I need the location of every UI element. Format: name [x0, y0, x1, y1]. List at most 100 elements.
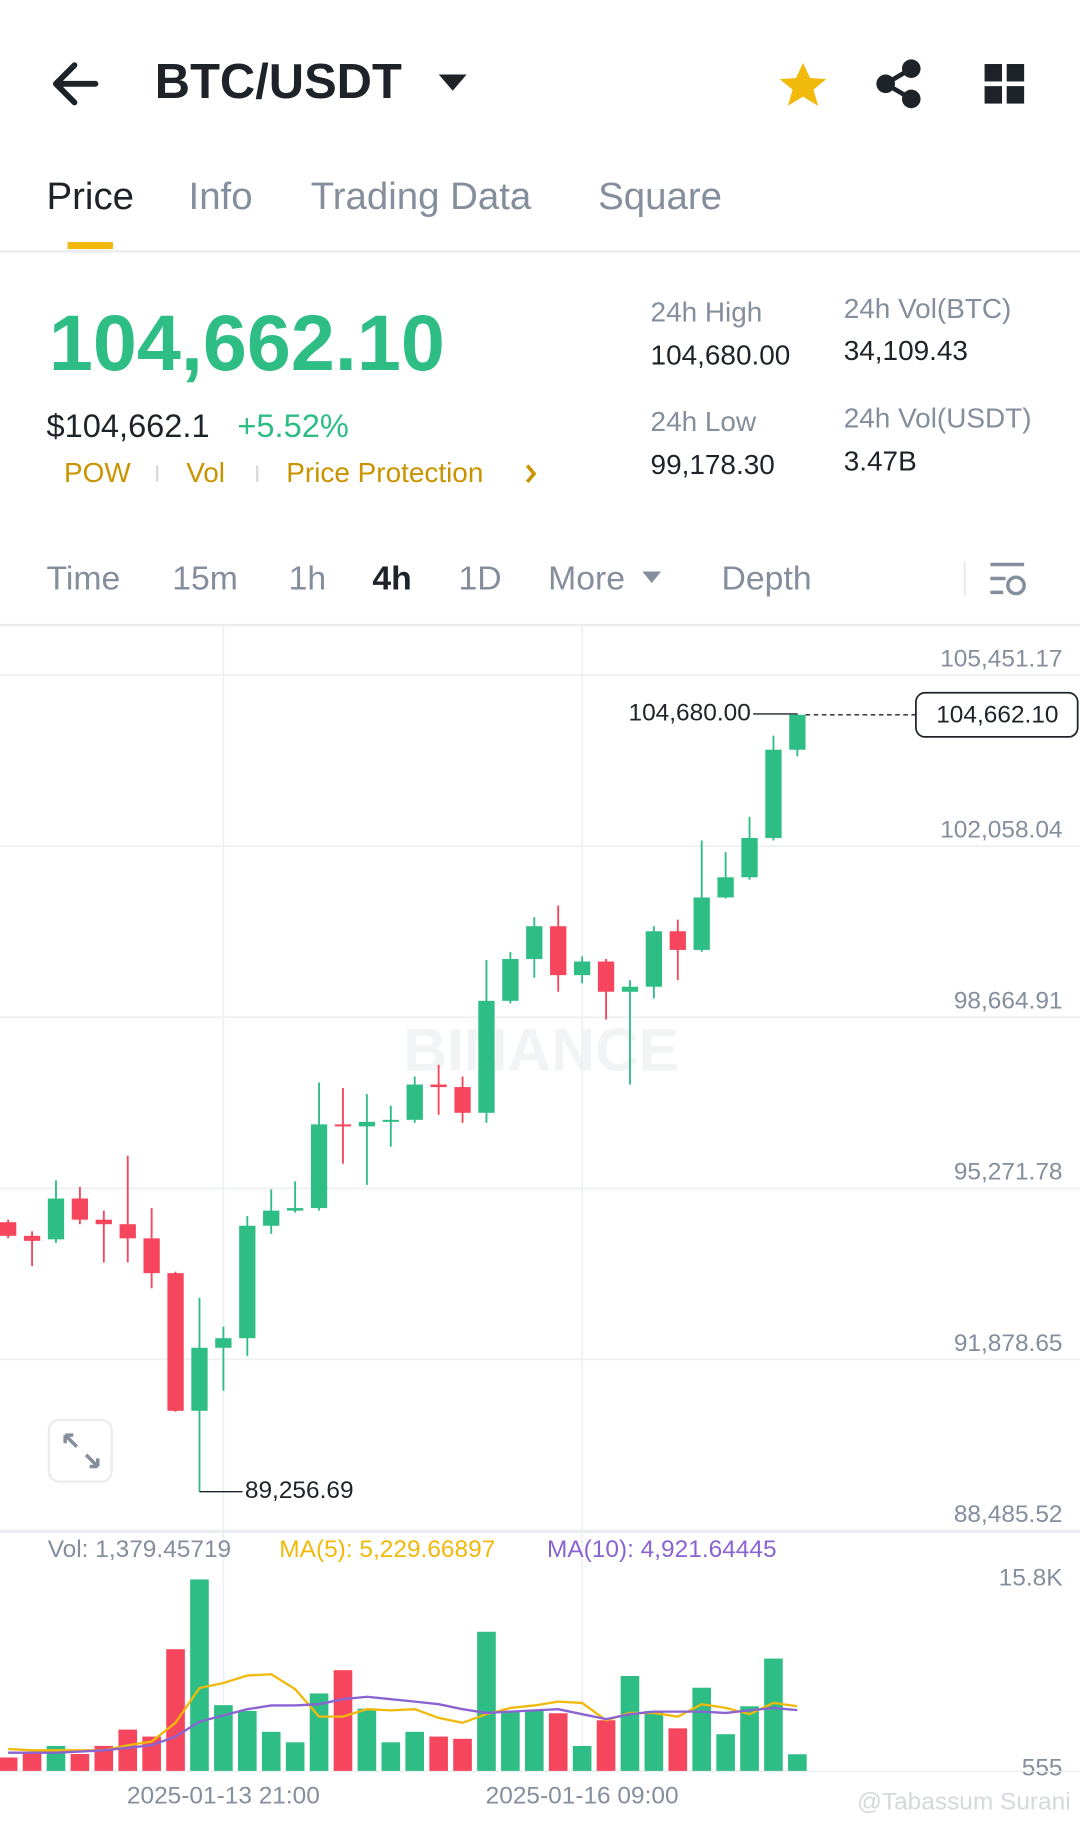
- candle-body: [239, 1225, 256, 1339]
- volume-bar: [261, 1731, 281, 1772]
- volume-bar: [190, 1579, 209, 1772]
- stat-label: 24h Vol(USDT): [844, 403, 1032, 434]
- volume-bar: [381, 1742, 401, 1772]
- settings-gear: [1006, 575, 1026, 596]
- volume-bar: [668, 1728, 688, 1772]
- volume-bar: [70, 1754, 90, 1772]
- candle-body: [71, 1198, 89, 1220]
- grid-square: [1006, 64, 1025, 82]
- interval[interactable]: 1D: [459, 560, 502, 598]
- expand-button[interactable]: [47, 1418, 113, 1483]
- ma-line: [8, 1673, 798, 1752]
- stat-value: 99,178.30: [651, 449, 775, 480]
- tab[interactable]: Trading Data: [311, 175, 532, 218]
- interval[interactable]: 1h: [289, 560, 327, 598]
- candle-body: [23, 1235, 41, 1241]
- volume-bar: [357, 1708, 377, 1772]
- volume-bar: [453, 1738, 472, 1772]
- volume-bar: [692, 1687, 712, 1772]
- y-tick-label: 102,058.04: [940, 816, 1062, 843]
- ma-legend: MA(10): 4,921.64445: [547, 1536, 777, 1563]
- stat-label: 24h High: [651, 297, 763, 328]
- volume-bar: [596, 1720, 616, 1772]
- chart-settings[interactable]: [990, 562, 1026, 596]
- candle-body: [215, 1338, 232, 1348]
- grid-square: [1006, 86, 1025, 104]
- stat-value: 3.47B: [844, 446, 917, 477]
- candle-body: [454, 1087, 471, 1113]
- candle-body: [358, 1121, 376, 1127]
- volume-bar: [214, 1705, 233, 1772]
- high-label: 104,680.00: [629, 699, 751, 726]
- candle-body: [478, 1000, 495, 1113]
- y-tick-label: 105,451.17: [940, 645, 1062, 672]
- volume-bar: [716, 1734, 735, 1772]
- candle-body: [263, 1210, 280, 1226]
- volume-bar: [788, 1754, 807, 1772]
- more-dropdown[interactable]: [642, 571, 662, 584]
- volume-bar: [333, 1670, 353, 1772]
- y-tick-label: 88,485.52: [954, 1501, 1063, 1528]
- interval[interactable]: More: [548, 560, 625, 598]
- expand-icon: [63, 1433, 100, 1469]
- chevron: [525, 464, 537, 483]
- volume-legend: Vol: 1,379.45719: [48, 1536, 231, 1563]
- volume-bar: [572, 1745, 592, 1772]
- candle-body: [286, 1208, 304, 1211]
- interval[interactable]: Time: [47, 560, 121, 598]
- candle-body: [573, 961, 591, 976]
- x-tick-label: 2025-01-13 21:00: [127, 1783, 320, 1810]
- interval[interactable]: 4h: [372, 560, 411, 598]
- y-tick-label: 95,271.78: [954, 1159, 1063, 1186]
- tab[interactable]: Price: [47, 175, 134, 218]
- candle-body: [143, 1238, 160, 1274]
- volume-bar: [405, 1731, 425, 1772]
- tag[interactable]: Price Protection: [286, 457, 483, 488]
- candle-body: [191, 1347, 208, 1411]
- stat-value: 104,680.00: [651, 340, 791, 371]
- candle-body: [669, 931, 686, 950]
- candle-body: [95, 1219, 112, 1225]
- candle-body: [717, 877, 734, 898]
- y-tick-label: 98,664.91: [954, 988, 1063, 1015]
- favorite-star[interactable]: [779, 62, 827, 106]
- candle-body: [550, 926, 567, 976]
- back-button[interactable]: [52, 62, 99, 106]
- tag[interactable]: POW: [64, 457, 131, 488]
- y-tick-label: 15.8K: [999, 1565, 1064, 1592]
- tab[interactable]: Info: [189, 175, 253, 218]
- share-link: [881, 66, 913, 101]
- candle-body: [119, 1224, 136, 1239]
- candle-body: [693, 897, 710, 950]
- plot: 105,451.17 102,058.04 98,664.91 95,271.78 91…: [0, 645, 1079, 1810]
- candle-body: [526, 926, 543, 959]
- share-button[interactable]: [876, 59, 921, 109]
- tab[interactable]: Square: [598, 175, 722, 218]
- active-tab-indicator: [67, 242, 113, 250]
- pair-dropdown[interactable]: [438, 74, 467, 91]
- candle-body: [334, 1124, 352, 1127]
- volume-bar: [740, 1706, 759, 1772]
- interval[interactable]: Depth: [722, 560, 812, 598]
- candle-body: [765, 749, 782, 838]
- price-change: +5.52%: [237, 408, 348, 444]
- last-price-label: 104,662.10: [936, 701, 1058, 728]
- volume-bar: [237, 1710, 257, 1772]
- ma-legend: MA(5): 5,229.66897: [279, 1536, 495, 1563]
- volume-bar: [644, 1710, 664, 1772]
- candle-body: [167, 1273, 184, 1411]
- candle-body: [382, 1119, 399, 1122]
- chart-watermark: BINANCE: [403, 1015, 679, 1083]
- pair-title[interactable]: BTC/USDT: [155, 55, 402, 109]
- interval[interactable]: 15m: [172, 560, 238, 598]
- candle-body: [310, 1124, 328, 1209]
- stat-value: 34,109.43: [844, 335, 968, 366]
- tag[interactable]: Vol: [186, 457, 225, 488]
- grid-square: [984, 86, 1003, 104]
- ma-line: [8, 1695, 798, 1754]
- volume-bar: [477, 1631, 496, 1772]
- layout-button[interactable]: [984, 64, 1025, 104]
- volume-bar: [548, 1713, 568, 1772]
